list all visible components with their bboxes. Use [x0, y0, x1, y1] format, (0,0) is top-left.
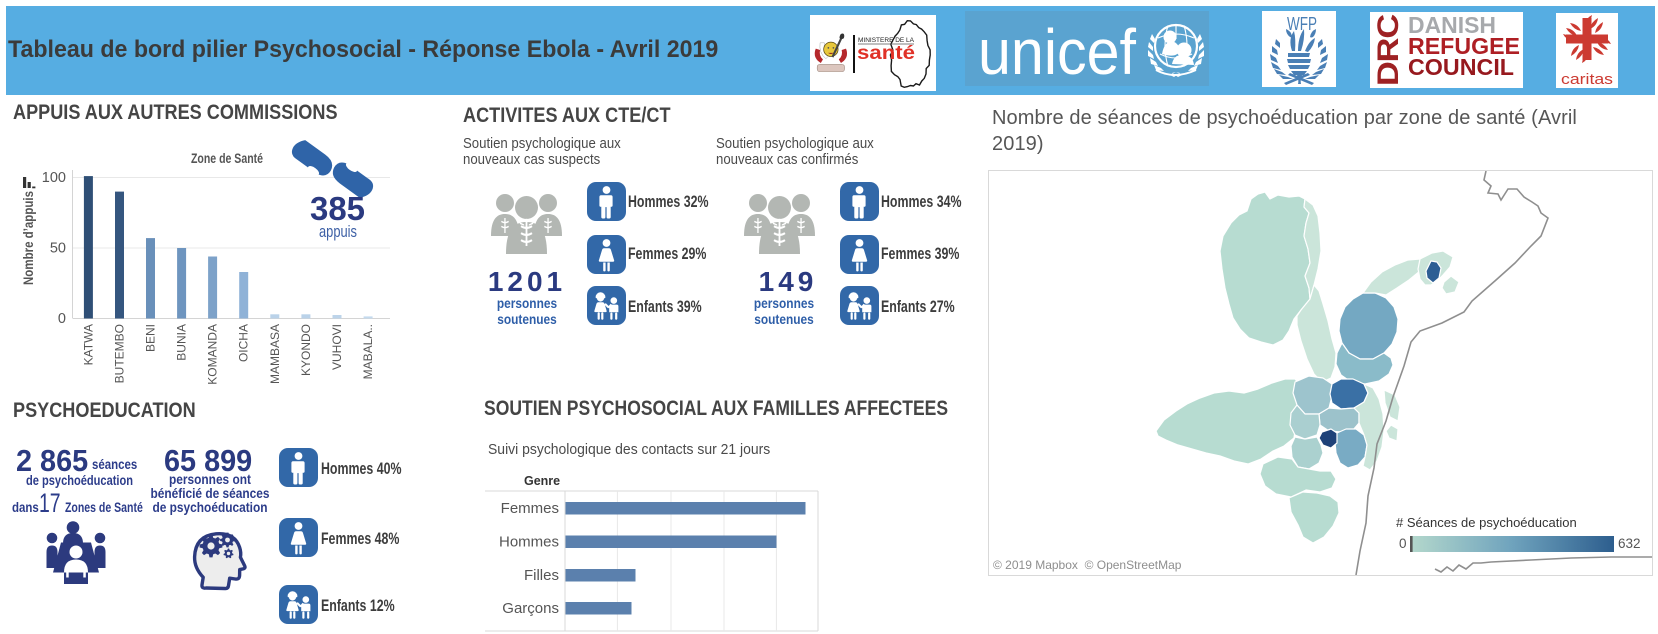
svg-text:50: 50 — [50, 241, 66, 257]
svg-text:REFUGEE: REFUGEE — [1408, 33, 1520, 59]
svg-text:Hommes: Hommes — [499, 534, 559, 551]
svg-text:COUNCIL: COUNCIL — [1408, 54, 1514, 80]
svg-text:0: 0 — [1399, 536, 1407, 551]
svg-text:DANISH: DANISH — [1408, 12, 1496, 38]
svg-text:# Séances de psychoéducation: # Séances de psychoéducation — [1396, 515, 1577, 530]
svg-text:385: 385 — [310, 190, 365, 227]
svg-text:DRC: DRC — [1372, 15, 1405, 86]
svg-text:632: 632 — [1618, 536, 1641, 551]
svg-text:KATWA: KATWA — [81, 324, 95, 365]
svg-text:santé: santé — [857, 43, 915, 64]
svg-text:© 2019 Mapbox © OpenStreetMap: © 2019 Mapbox © OpenStreetMap — [993, 558, 1182, 572]
svg-text:VUHOVI: VUHOVI — [330, 324, 344, 370]
svg-text:WFP: WFP — [1287, 14, 1317, 34]
svg-text:100: 100 — [42, 170, 66, 186]
svg-text:KYONDO: KYONDO — [299, 324, 313, 376]
svg-text:Garçons: Garçons — [502, 600, 559, 617]
svg-text:Zone de Santé: Zone de Santé — [191, 151, 263, 166]
svg-text:OICHA: OICHA — [237, 324, 251, 362]
svg-text:Nombre d’appuis: Nombre d’appuis — [21, 191, 36, 285]
svg-text:BUTEMBO: BUTEMBO — [113, 324, 127, 383]
svg-text:BUNIA: BUNIA — [175, 324, 189, 361]
svg-text:KOMANDA: KOMANDA — [206, 324, 220, 385]
svg-text:MAMBASA: MAMBASA — [268, 324, 282, 384]
svg-text:caritas: caritas — [1561, 71, 1613, 88]
svg-text:BENI: BENI — [144, 324, 158, 352]
svg-text:MINISTERE DE LA: MINISTERE DE LA — [858, 37, 915, 44]
svg-text:Genre: Genre — [524, 474, 560, 488]
svg-text:MABALA..: MABALA.. — [361, 324, 375, 379]
svg-text:Femmes: Femmes — [501, 500, 559, 517]
svg-text:Filles: Filles — [524, 567, 559, 584]
svg-text:0: 0 — [58, 311, 66, 327]
svg-text:unicef: unicef — [978, 16, 1136, 86]
svg-text:appuis: appuis — [319, 222, 357, 241]
